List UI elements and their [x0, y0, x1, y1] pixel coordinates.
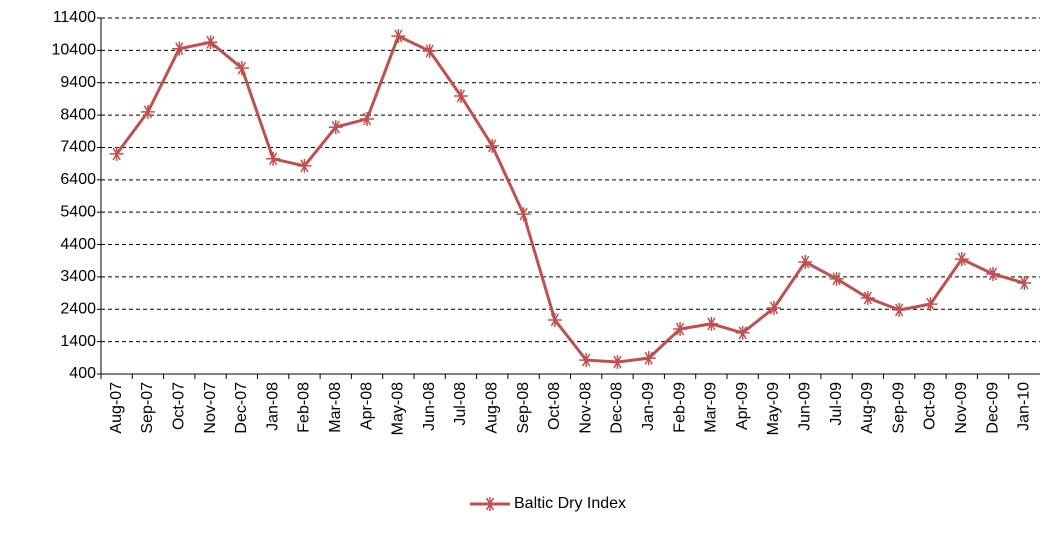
x-tick-label: Nov-09: [953, 382, 970, 434]
data-point: [485, 138, 500, 153]
x-tick-label: Jan-08: [264, 382, 281, 431]
data-point: [766, 300, 781, 315]
y-tick-label: 11400: [53, 9, 96, 26]
series-line: [115, 34, 1025, 364]
data-point: [453, 88, 468, 103]
data-point: [140, 104, 155, 119]
y-tick-label: 2400: [60, 300, 96, 317]
x-tick-label: Sep-07: [139, 382, 156, 434]
x-tick-label: Jun-09: [796, 382, 813, 431]
x-tick-label: Oct-07: [170, 382, 187, 430]
x-tick-label: Jan-09: [640, 382, 657, 431]
x-tick-label: Feb-08: [296, 382, 313, 433]
x-tick-label: Aug-08: [483, 382, 500, 434]
x-tick-label: May-09: [765, 382, 782, 435]
x-tick-label: Aug-09: [859, 382, 876, 434]
x-tick-label: Apr-09: [734, 382, 751, 430]
x-tick-label: Jun-08: [421, 382, 438, 431]
data-point: [954, 252, 969, 267]
y-tick-label: 5400: [60, 203, 96, 220]
x-tick-label: Dec-08: [609, 382, 626, 434]
data-point: [234, 61, 249, 76]
x-tick-label: Dec-07: [233, 382, 250, 434]
data-point: [860, 290, 875, 305]
data-point: [172, 41, 187, 56]
legend-marker: [483, 497, 497, 511]
x-tick-label: Oct-08: [546, 382, 563, 430]
x-tick-label: Nov-07: [202, 382, 219, 434]
data-point: [360, 111, 375, 126]
y-tick-label: 1400: [60, 333, 96, 350]
x-tick-label: Sep-08: [515, 382, 532, 434]
data-point: [328, 120, 343, 135]
data-point: [610, 355, 625, 370]
x-tick-label: Sep-09: [890, 382, 907, 434]
x-tick-label: Aug-07: [108, 382, 125, 434]
data-point: [203, 35, 218, 50]
x-tick-label: Oct-09: [922, 382, 939, 430]
data-point: [735, 325, 750, 340]
data-point: [547, 312, 562, 327]
y-tick-label: 8400: [60, 106, 96, 123]
x-tick-label: Jul-09: [828, 382, 845, 426]
data-point: [704, 316, 719, 331]
x-tick-label: Mar-08: [327, 382, 344, 433]
x-tick-label: Jul-08: [452, 382, 469, 426]
data-point: [516, 207, 531, 222]
data-point: [266, 151, 281, 166]
y-tick-label: 10400: [52, 42, 97, 59]
x-tick-label: Feb-09: [671, 382, 688, 433]
data-point: [986, 266, 1001, 281]
data-point: [391, 29, 406, 44]
data-point: [422, 44, 437, 59]
legend-label: Baltic Dry Index: [514, 495, 626, 512]
y-tick-label: 9400: [60, 74, 96, 91]
y-tick-label: 400: [69, 365, 96, 382]
x-tick-label: Apr-08: [358, 382, 375, 430]
y-tick-label: 4400: [60, 236, 96, 253]
data-point: [923, 297, 938, 312]
y-tick-label: 6400: [60, 171, 96, 188]
data-point: [673, 322, 688, 337]
x-tick-label: Jan-10: [1016, 382, 1033, 431]
data-point: [829, 271, 844, 286]
data-point: [641, 351, 656, 366]
data-point: [109, 146, 124, 161]
data-point: [892, 302, 907, 317]
data-point: [798, 255, 813, 270]
data-point: [1017, 276, 1032, 291]
x-tick-label: Nov-08: [577, 382, 594, 434]
x-tick-label: Mar-09: [703, 382, 720, 433]
x-tick-label: May-08: [390, 382, 407, 435]
data-point: [297, 158, 312, 173]
x-tick-label: Dec-09: [984, 382, 1001, 434]
y-tick-label: 3400: [60, 268, 96, 285]
data-point: [579, 353, 594, 368]
y-tick-label: 7400: [60, 139, 96, 156]
